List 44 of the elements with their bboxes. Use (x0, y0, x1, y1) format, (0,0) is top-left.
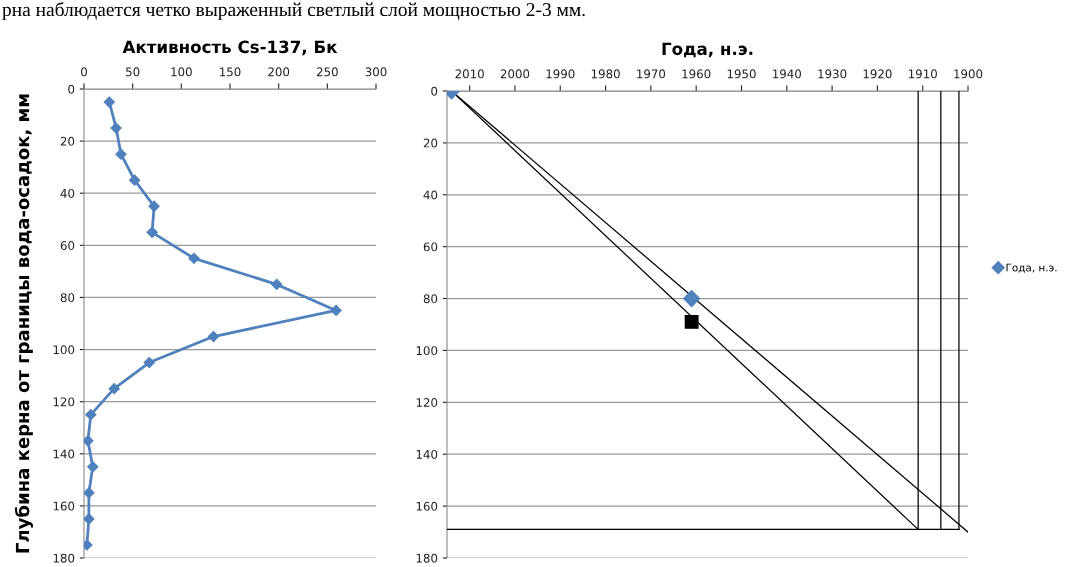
x-tick-label: 250 (316, 67, 338, 77)
y-tick-label: 20 (423, 138, 438, 148)
x-tick-label: 2000 (500, 69, 530, 79)
y-tick-label: 60 (423, 242, 438, 252)
y-tick-label: 120 (416, 398, 438, 407)
text: рна наблюдается четко выраженный светлый слой мощностью 2-3 мм. (2, 2, 585, 21)
x-tick-label: 150 (220, 67, 241, 77)
y-tick-label: 100 (53, 345, 75, 355)
x-tick-label: 200 (268, 67, 290, 77)
x-tick-label: 300 (365, 67, 387, 77)
legend-label: Года, н.э. (1006, 263, 1057, 273)
x-tick-label: 1980 (591, 69, 620, 79)
x-tick-label: 1950 (727, 69, 756, 79)
x-tick-label: 1910 (908, 69, 937, 79)
y-tick-label: 40 (423, 190, 438, 200)
x-tick-label: 100 (171, 67, 192, 77)
x-tick-label: 1970 (637, 69, 666, 79)
x-tick-label: 0 (81, 67, 87, 77)
x-tick-label: 1940 (773, 69, 802, 79)
y-tick-label: 40 (60, 188, 75, 198)
y-tick-label: 120 (53, 397, 75, 407)
y-tick-label: 160 (416, 501, 438, 511)
y-tick-label: 140 (53, 449, 75, 459)
chart-title: Года, н.э. (662, 42, 753, 58)
x-tick-label: 2010 (455, 69, 484, 79)
x-tick-label: 1920 (863, 69, 892, 79)
y-tick-label: 160 (53, 501, 75, 511)
y-tick-label: 140 (416, 449, 438, 459)
y-tick-label: 0 (68, 84, 75, 94)
y-tick-label: 180 (416, 553, 438, 563)
chart-title: Активность Cs-137, Бк (122, 40, 338, 56)
y-tick-label: 0 (431, 86, 438, 96)
x-tick-label: 1960 (682, 69, 711, 79)
y-tick-label: 100 (416, 346, 438, 356)
y-tick-label: 80 (423, 294, 438, 304)
y-tick-label: 20 (60, 136, 75, 146)
x-tick-label: 1990 (546, 69, 575, 79)
x-tick-label: 1900 (954, 69, 983, 79)
y-tick-label: 80 (60, 293, 75, 303)
y-tick-label: 180 (53, 553, 75, 563)
x-tick-label: 1930 (818, 69, 847, 79)
y-axis-title: Глубина керна от границы вода-осадок, мм (14, 94, 33, 553)
y-tick-label: 60 (60, 241, 75, 250)
x-tick-label: 50 (126, 67, 140, 77)
